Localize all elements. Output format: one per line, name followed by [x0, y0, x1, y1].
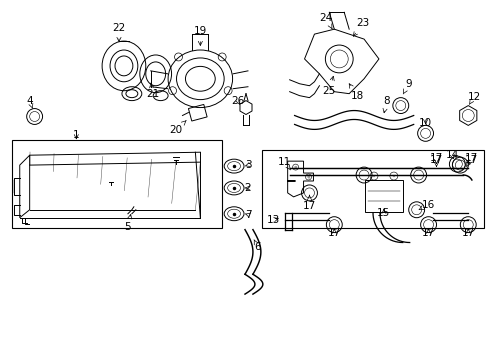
Text: 19: 19	[193, 26, 206, 45]
Text: 2: 2	[244, 183, 251, 193]
Text: 1: 1	[73, 130, 80, 140]
Text: 9: 9	[403, 79, 411, 94]
Bar	[262, 150, 483, 228]
Text: 15: 15	[377, 208, 390, 218]
Text: 17: 17	[464, 155, 477, 165]
Text: 17: 17	[421, 228, 434, 238]
Bar	[188, 104, 207, 121]
Text: 17: 17	[327, 228, 340, 238]
Text: 20: 20	[169, 121, 186, 135]
Text: 12: 12	[467, 92, 480, 104]
Text: 11: 11	[278, 157, 291, 170]
Text: 17: 17	[461, 228, 474, 238]
Text: 24: 24	[319, 13, 332, 29]
Text: 16: 16	[418, 200, 434, 210]
Text: 6: 6	[253, 240, 261, 252]
Text: 5: 5	[124, 215, 132, 231]
Bar	[12, 140, 222, 228]
Text: 22: 22	[112, 23, 125, 41]
Text: 3: 3	[244, 160, 251, 170]
Text: 26: 26	[231, 96, 244, 105]
Text: 14: 14	[445, 150, 458, 160]
Text: 17: 17	[464, 153, 477, 166]
Text: 4: 4	[26, 96, 33, 108]
Text: 17: 17	[429, 155, 442, 165]
Text: 23: 23	[353, 18, 369, 36]
Text: 7: 7	[244, 210, 251, 220]
Text: 17: 17	[302, 195, 315, 211]
Bar	[365, 180, 402, 212]
Text: 13: 13	[266, 215, 280, 225]
Text: 10: 10	[418, 118, 431, 129]
Text: 17: 17	[429, 153, 442, 166]
Text: 18: 18	[348, 84, 363, 101]
Text: 21: 21	[146, 83, 159, 99]
Text: 8: 8	[382, 96, 389, 113]
Text: 25: 25	[322, 76, 335, 96]
